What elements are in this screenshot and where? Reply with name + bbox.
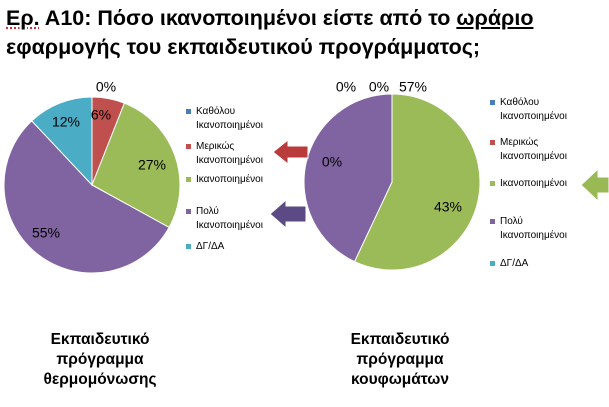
legend-swatch-ikanopoiimenoi <box>186 177 191 182</box>
data-label-ikanopoiimenoi: 57% <box>399 79 427 95</box>
data-label-merikos: 6% <box>91 107 111 123</box>
title-line-2: εφαρμογής του εκπαιδευτικού προγράμματος… <box>6 35 481 59</box>
legend-left: Καθόλου Ικανοποιημένοι Μερικώς Ικανοποιημέν… <box>186 105 263 252</box>
legend-label-poly: Πολύ <box>500 215 523 227</box>
legend-label-poly-line-2: Ικανοποιημένοι <box>500 229 567 241</box>
green-arrow-icon <box>580 167 609 203</box>
legend-label-katholou-line-2: Ικανοποιημένοι <box>196 119 263 131</box>
legend-swatch-katholou <box>186 109 191 114</box>
data-label-ikanopoiimenoi: 27% <box>138 157 166 173</box>
arrows <box>269 138 609 230</box>
pie-slice-ikanopoiimenoi <box>91 102 181 229</box>
legend-right: Καθόλου Ικανοποιημένοι Μερικώς Ικανοποιημέν… <box>490 96 567 269</box>
data-label-katholou: 0% <box>96 79 116 95</box>
pie-slice-poly <box>3 120 170 274</box>
pie-1-caption-line-2: πρόγραμμα <box>56 351 144 368</box>
legend-label-dg_da: ΔΓ/ΔΑ <box>500 258 529 269</box>
legend-label-merikos: Μερικώς <box>196 140 234 152</box>
title-middle: Α10: Πόσο ικανοποιημένοι είστε από το <box>39 6 457 30</box>
legend-swatch-merikos <box>186 144 191 149</box>
legend-swatch-merikos <box>490 140 495 145</box>
pie-chart-thermal-insulation: 0% 6% 27% 55% 12% <box>3 79 181 274</box>
title-line-1: Ερ. Α10: Πόσο ικανοποιημένοι είστε από τ… <box>6 4 606 33</box>
data-label-dg_da: 0% <box>322 154 342 170</box>
pie-slice-dg_da <box>31 96 93 187</box>
data-label-merikos: 0% <box>369 79 389 95</box>
legend-label-katholou-line-2: Ικανοποιημένοι <box>500 110 567 122</box>
red-arrow-icon <box>272 138 309 166</box>
legend-swatch-ikanopoiimenoi <box>490 181 495 186</box>
legend-label-ikanopoiimenoi: Ικανοποιημένοι <box>500 177 567 189</box>
legend-label-poly: Πολύ <box>196 205 219 217</box>
title-underlined: ωράριο <box>456 6 534 30</box>
data-label-poly: 55% <box>32 225 60 241</box>
data-label-katholou: 0% <box>336 79 356 95</box>
legend-swatch-katholou <box>490 100 495 105</box>
legend-label-ikanopoiimenoi: Ικανοποιημένοι <box>196 173 263 185</box>
legend-label-merikos: Μερικώς <box>500 136 538 148</box>
pie-2-caption: Εκπαιδευτικό πρόγραμμα κουφωμάτων <box>320 330 480 390</box>
legend-label-katholou: Καθόλου <box>196 105 235 117</box>
legend-label-katholou: Καθόλου <box>500 96 539 108</box>
legend-label-poly-line-2: Ικανοποιημένοι <box>196 219 263 231</box>
pie-slice-ikanopoiimenoi <box>353 93 481 271</box>
data-label-dg_da: 12% <box>52 114 80 130</box>
legend-label-merikos-line-2: Ικανοποιημένοι <box>196 154 263 166</box>
title-prefix: Ερ. <box>6 6 40 30</box>
legend-swatch-dg_da <box>490 261 495 266</box>
legend-label-merikos-line-2: Ικανοποιημένοι <box>500 150 567 162</box>
legend-swatch-poly <box>186 209 191 214</box>
legend-swatch-dg_da <box>186 244 191 249</box>
pie-2-caption-line-3: κουφωμάτων <box>350 371 449 388</box>
pie-2-caption-line-1: Εκπαιδευτικό <box>350 331 450 348</box>
pie-1-caption: Εκπαιδευτικό πρόγραμμα θερμομόνωσης <box>20 330 180 390</box>
purple-arrow-icon <box>269 198 307 230</box>
pie-1-caption-line-3: θερμομόνωσης <box>43 371 157 388</box>
legend-label-dg_da: ΔΓ/ΔΑ <box>196 241 225 252</box>
page-title: Ερ. Α10: Πόσο ικανοποιημένοι είστε από τ… <box>6 4 606 62</box>
pie-chart-window-frames: 0% 0% 57% 43% 0% <box>303 79 481 271</box>
legend-swatch-poly <box>490 219 495 224</box>
pie-slice-poly <box>303 93 393 263</box>
pie-1-caption-line-1: Εκπαιδευτικό <box>50 331 150 348</box>
data-label-poly: 43% <box>434 199 462 215</box>
pie-2-caption-line-2: πρόγραμμα <box>356 351 444 368</box>
